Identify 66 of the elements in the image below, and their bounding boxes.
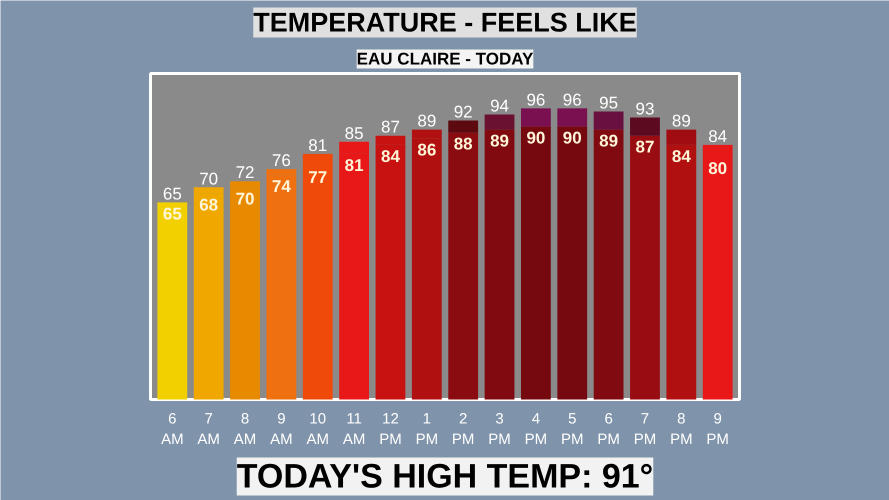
total-label: 81 <box>308 136 328 155</box>
x-tick-label: 8 AM <box>234 410 256 448</box>
bar <box>448 120 478 133</box>
data-label: 74 <box>272 177 292 196</box>
data-label: 84 <box>381 146 400 166</box>
data-label: 80 <box>708 158 728 178</box>
total-label: 93 <box>636 100 654 119</box>
data-label: 77 <box>308 168 328 188</box>
bar <box>594 130 624 400</box>
data-label: 68 <box>199 195 218 214</box>
data-label: 86 <box>417 140 436 160</box>
x-tick-label: 2 PM <box>452 410 474 448</box>
chart-title: TEMPERATURE - FEELS LIKE <box>253 8 637 38</box>
total-label: 92 <box>454 102 473 122</box>
data-label: 90 <box>526 128 546 148</box>
data-label: 84 <box>672 146 692 166</box>
x-tick-label: 7 AM <box>197 410 220 448</box>
text: TODAY'S HIGH TEMP: 91° <box>236 458 654 496</box>
x-tick-label: 7 PM <box>634 410 656 448</box>
data-label: 89 <box>490 132 510 151</box>
x-tick-label: 9 PM <box>706 410 729 448</box>
data-label: 87 <box>636 138 654 157</box>
data-label: 89 <box>599 132 618 151</box>
x-tick-label: 4 PM <box>524 410 548 448</box>
bar <box>594 111 624 130</box>
bar <box>157 202 188 400</box>
chart-subtitle: EAU CLAIRE - TODAY <box>356 50 534 68</box>
total-label: 89 <box>672 112 691 131</box>
data-label: 88 <box>454 134 473 154</box>
x-tick-label: 11 AM <box>342 410 366 448</box>
x-tick-label: 1 PM <box>416 410 438 448</box>
x-tick-label: 5 PM <box>561 410 584 448</box>
x-tick-label: 6 AM <box>161 410 184 448</box>
bar <box>484 130 514 400</box>
data-label: 70 <box>236 189 254 208</box>
bar <box>520 126 551 400</box>
bar <box>557 108 588 127</box>
total-label: 96 <box>526 90 546 110</box>
total-label: 94 <box>490 96 510 116</box>
total-label: 84 <box>708 126 728 146</box>
bar <box>484 114 514 130</box>
bar <box>557 126 588 400</box>
x-tick-label: 9 AM <box>270 410 293 448</box>
bar <box>630 118 660 136</box>
x-tick-label: 3 PM <box>488 410 511 448</box>
x-tick-label: 10 AM <box>306 410 329 448</box>
total-label: 85 <box>344 124 364 143</box>
total-label: 72 <box>236 163 254 182</box>
total-label: 96 <box>562 90 582 110</box>
total-label: 76 <box>272 151 291 170</box>
x-tick-label: 12 PM <box>379 410 402 448</box>
data-label: 65 <box>162 204 182 224</box>
bar <box>520 108 551 127</box>
x-tick-label: 8 PM <box>670 410 693 448</box>
total-label: 89 <box>417 112 436 131</box>
bar <box>448 132 478 400</box>
data-label: 81 <box>344 156 364 175</box>
total-label: 65 <box>162 184 182 204</box>
bar <box>630 136 660 400</box>
bar <box>666 130 696 145</box>
x-tick-label: 6 PM <box>597 410 620 448</box>
total-label: 95 <box>599 93 618 112</box>
total-label: 70 <box>199 169 218 188</box>
data-label: 90 <box>562 128 582 148</box>
total-label: 87 <box>381 118 400 137</box>
bar <box>666 144 696 400</box>
